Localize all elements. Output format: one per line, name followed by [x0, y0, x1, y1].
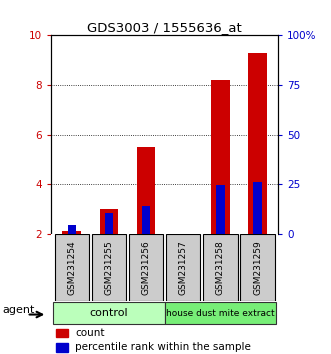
Text: house dust mite extract: house dust mite extract: [166, 309, 275, 318]
Text: GSM231257: GSM231257: [179, 240, 188, 295]
Bar: [216, 185, 225, 234]
Bar: [165, 302, 276, 324]
Bar: [105, 213, 113, 234]
Title: GDS3003 / 1555636_at: GDS3003 / 1555636_at: [87, 21, 242, 34]
Bar: [92, 234, 126, 301]
Bar: [129, 234, 163, 301]
Bar: [100, 209, 118, 234]
Text: GSM231254: GSM231254: [67, 240, 76, 295]
Bar: [137, 147, 155, 234]
Text: control: control: [90, 308, 128, 318]
Text: GSM231259: GSM231259: [253, 240, 262, 295]
Bar: [241, 234, 275, 301]
Bar: [203, 234, 238, 301]
Text: GSM231258: GSM231258: [216, 240, 225, 295]
Text: percentile rank within the sample: percentile rank within the sample: [75, 342, 251, 353]
Bar: [56, 343, 68, 352]
Bar: [166, 234, 200, 301]
Text: GSM231255: GSM231255: [104, 240, 114, 295]
Bar: [55, 234, 89, 301]
Bar: [63, 231, 81, 234]
Bar: [68, 225, 76, 234]
Text: count: count: [75, 328, 105, 338]
Bar: [53, 302, 165, 324]
Text: GSM231256: GSM231256: [142, 240, 151, 295]
Bar: [254, 182, 262, 234]
Bar: [211, 80, 230, 234]
Bar: [248, 53, 267, 234]
Bar: [56, 329, 68, 337]
Text: agent: agent: [3, 305, 35, 315]
Bar: [142, 206, 150, 234]
